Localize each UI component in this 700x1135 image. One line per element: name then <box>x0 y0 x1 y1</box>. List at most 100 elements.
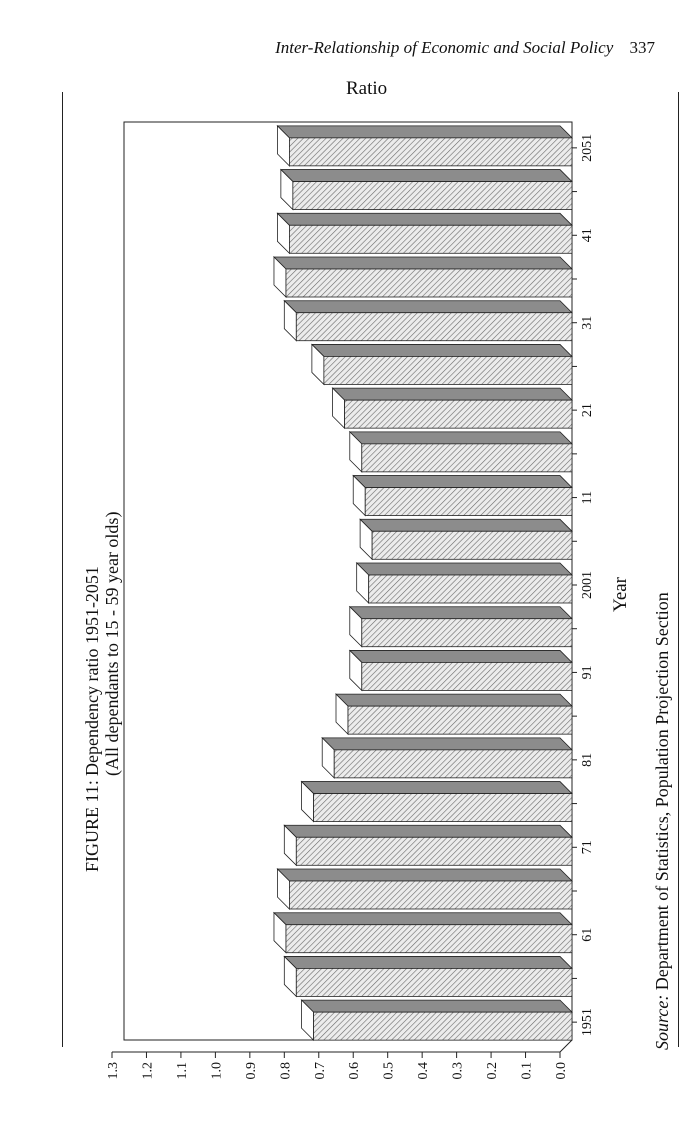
category-tick-label: 91 <box>580 665 595 679</box>
bar-front-face <box>289 880 573 910</box>
bar-top-face <box>355 562 573 576</box>
bar-96 <box>348 605 573 648</box>
bar-86 <box>335 693 573 736</box>
value-tick-label: 1.0 <box>209 1062 224 1080</box>
bar-front-face <box>295 968 573 997</box>
value-tick-label: 0.1 <box>520 1062 535 1080</box>
bar-front-face <box>313 1011 573 1041</box>
category-tick-label: 41 <box>580 228 595 242</box>
bar-top-face <box>300 999 573 1013</box>
category-tick-label: 11 <box>580 491 595 504</box>
bar-top-face <box>283 300 573 314</box>
bar-front-face <box>295 312 573 342</box>
bar-81 <box>321 736 573 779</box>
bar-41 <box>276 212 573 255</box>
bar-31 <box>283 299 573 342</box>
figure-caption: FIGURE 11: Dependency ratio 1951-2051 (Al… <box>82 312 122 872</box>
value-tick-label: 0.8 <box>278 1062 293 1080</box>
bar-16 <box>348 430 573 473</box>
category-tick-label: 2051 <box>580 134 595 162</box>
figure-subtitle: (All dependants to 15 - 59 year olds) <box>102 511 123 776</box>
bar-front-face <box>364 487 573 516</box>
category-tick-label: 1951 <box>580 1008 595 1036</box>
category-tick-label: 2001 <box>580 571 595 599</box>
bar-top-face <box>348 431 573 445</box>
category-tick-label: 31 <box>580 316 595 330</box>
bar-66 <box>276 868 573 910</box>
figure-title: Dependency ratio 1951-2051 <box>82 566 102 776</box>
value-tick-label: 0.0 <box>554 1062 569 1080</box>
bar-top-face <box>276 868 573 882</box>
bar-top-face <box>276 212 573 226</box>
bar-21 <box>331 387 573 430</box>
category-tick-label: 21 <box>580 403 595 417</box>
bar-front-face <box>361 618 573 648</box>
bar-top-face <box>348 606 573 620</box>
bar-front-face <box>333 749 573 779</box>
bar-71 <box>283 824 573 867</box>
value-tick-label: 0.7 <box>313 1062 328 1080</box>
bar-front-face <box>361 662 573 691</box>
y-axis-label: Ratio <box>346 78 388 99</box>
bar-front-face <box>347 705 573 735</box>
bar-top-face <box>352 475 573 488</box>
bar-61 <box>273 911 573 954</box>
bar-top-face <box>279 169 573 182</box>
bar-2051 <box>276 124 573 167</box>
bar-front-face <box>368 574 573 604</box>
bar-top-face <box>335 693 573 707</box>
category-tick-label: 61 <box>580 928 595 942</box>
bar-56 <box>283 955 573 998</box>
bar-front-face <box>285 924 573 954</box>
value-tick-label: 0.2 <box>485 1062 500 1080</box>
bar-top-face <box>273 912 573 926</box>
x-axis-label: Year <box>610 576 631 612</box>
bar-front-face <box>344 399 573 429</box>
value-tick-label: 0.5 <box>382 1062 397 1080</box>
value-tick-label: 0.9 <box>244 1062 259 1080</box>
left-rule <box>62 92 63 1047</box>
bar-front-face <box>295 836 573 866</box>
source-note: Source: Department of Statistics, Popula… <box>652 592 673 1050</box>
running-head: Inter-Relationship of Economic and Socia… <box>0 38 655 58</box>
axis-corner <box>559 1039 573 1053</box>
category-tick-label: 81 <box>580 753 595 767</box>
bar-top-face <box>331 387 573 401</box>
bar-36 <box>273 256 573 298</box>
bar-46 <box>279 168 573 211</box>
bar-top-face <box>283 956 573 969</box>
bar-front-face <box>313 793 573 822</box>
bar-26 <box>310 343 573 386</box>
bar-front-face <box>371 530 573 560</box>
bar-06 <box>359 518 573 561</box>
right-rule <box>678 92 679 1047</box>
bar-front-face <box>289 224 573 254</box>
bar-front-face <box>289 137 573 167</box>
bar-top-face <box>321 737 573 751</box>
bar-top-face <box>276 125 573 139</box>
value-tick-label: 0.4 <box>416 1062 431 1080</box>
bar-2001 <box>355 562 573 604</box>
source-label: Source: <box>652 994 672 1050</box>
bar-front-face <box>323 356 573 385</box>
bar-top-face <box>348 650 573 663</box>
figure-label: FIGURE 11: <box>82 780 102 872</box>
value-tick-label: 1.1 <box>175 1062 190 1080</box>
value-tick-label: 0.6 <box>347 1062 362 1080</box>
bar-11 <box>352 474 573 517</box>
bar-91 <box>348 649 573 692</box>
bar-front-face <box>285 268 573 298</box>
page-number: 337 <box>629 38 656 57</box>
source-text: Department of Statistics, Population Pro… <box>652 592 672 991</box>
bar-top-face <box>300 781 573 794</box>
bar-front-face <box>292 181 573 210</box>
bar-top-face <box>273 256 573 270</box>
bar-76 <box>300 780 573 823</box>
bar-top-face <box>283 824 573 838</box>
bar-front-face <box>361 443 573 473</box>
running-head-title: Inter-Relationship of Economic and Socia… <box>275 38 614 57</box>
value-tick-label: 1.3 <box>106 1062 121 1080</box>
bar-top-face <box>310 344 573 357</box>
category-tick-label: 71 <box>580 840 595 854</box>
